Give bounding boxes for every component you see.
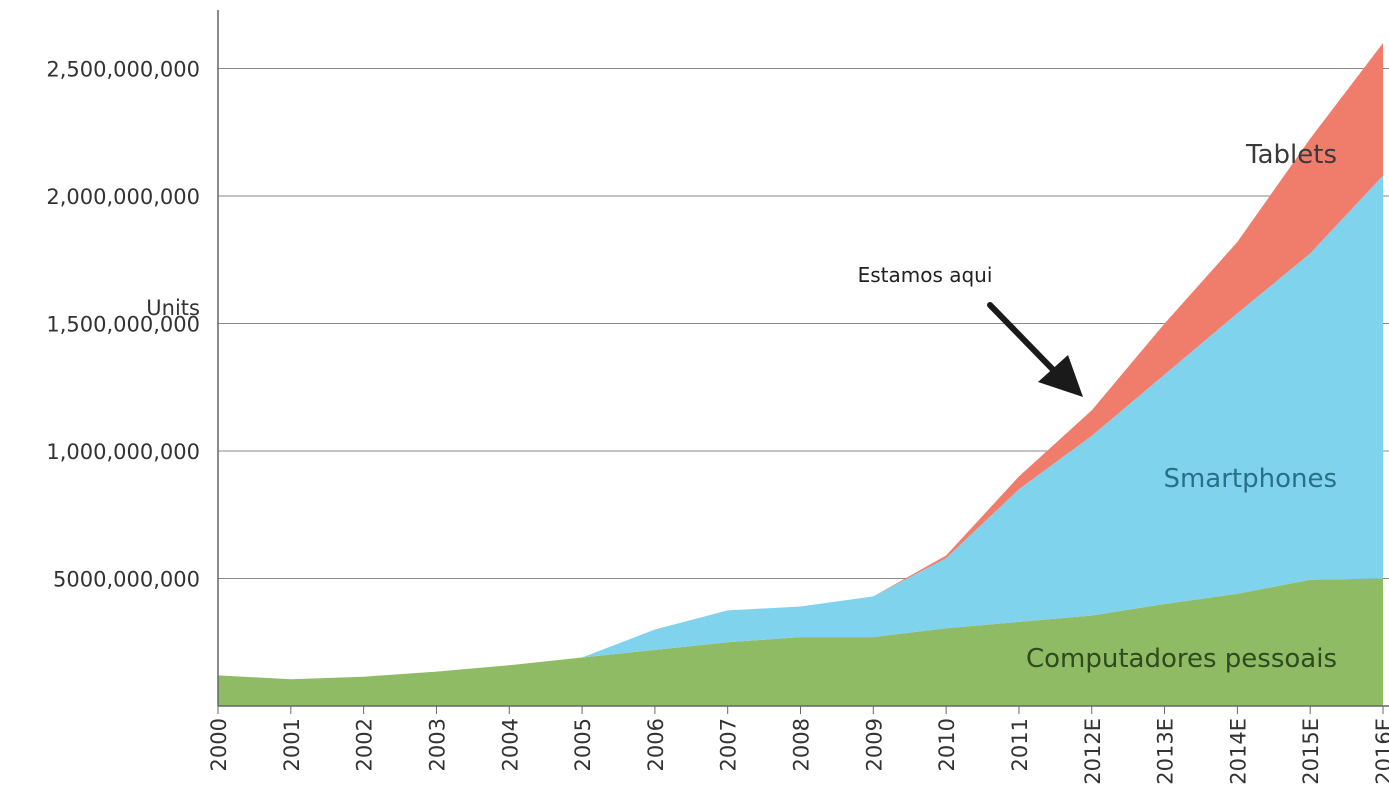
axes — [217, 10, 1389, 707]
x-tick-label: 2004 — [498, 718, 522, 771]
series-label-tablets: Tablets — [1245, 140, 1337, 170]
x-tick-label: 2006 — [644, 718, 668, 771]
x-tick-label: 2016E — [1372, 718, 1389, 785]
x-tick-label: 2010 — [935, 718, 959, 771]
area-smartphones — [218, 175, 1383, 680]
x-tick-label: 2002 — [353, 718, 377, 771]
y-tick-label: 1,500,000,000 — [46, 313, 200, 337]
area-tablets — [218, 43, 1383, 680]
annotation-arrow-icon — [987, 302, 1083, 397]
x-tick-label: 2000 — [207, 718, 231, 771]
x-tick-label: 2003 — [425, 718, 449, 771]
y-tick-label: 5000,000,000 — [53, 568, 200, 592]
x-tick-label: 2008 — [790, 718, 814, 771]
y-axis-label: Units — [146, 296, 200, 320]
y-tick-labels: 5000,000,000 1,000,000,000 1,500,000,000 2,… — [46, 58, 200, 592]
area-series — [218, 43, 1383, 706]
y-tick-label: 2,000,000,000 — [46, 185, 200, 209]
x-tick-label: 2013E — [1154, 718, 1178, 785]
series-label-smartphones: Smartphones — [1163, 464, 1337, 494]
y-tick-label: 2,500,000,000 — [46, 58, 200, 82]
area-computadores-pessoais — [218, 578, 1383, 706]
series-label-computadores-pessoais: Computadores pessoais — [1026, 644, 1337, 674]
x-tick-labels: 2000 2001 2002 2003 2004 2005 2006 2007 2008 2009… — [207, 706, 1389, 785]
x-tick-label: 2011 — [1008, 718, 1032, 771]
x-tick-label: 2001 — [280, 718, 304, 771]
x-tick-label: 2009 — [862, 718, 886, 771]
x-tick-label: 2014E — [1226, 718, 1250, 785]
x-tick-label: 2005 — [571, 718, 595, 771]
x-tick-label: 2012E — [1081, 718, 1105, 785]
y-tick-label: 1,000,000,000 — [46, 440, 200, 464]
annotation-estamos-aqui: Estamos aqui — [858, 263, 993, 287]
x-tick-label: 2007 — [717, 718, 741, 771]
x-tick-label: 2015E — [1299, 718, 1323, 785]
